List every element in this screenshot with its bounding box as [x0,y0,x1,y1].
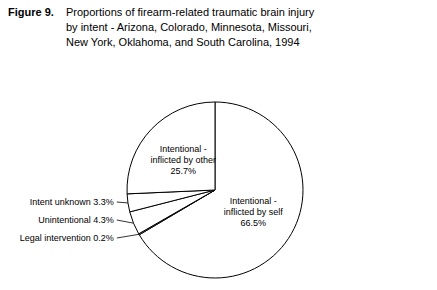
data-label: 0.2% [93,233,114,243]
slice-label: Intentional - [160,144,207,154]
slice-label: Intent unknown [30,197,94,207]
leader-line [117,220,134,223]
data-label: 4.3% [93,215,114,225]
pie [127,102,303,278]
chart: Figure 9. Proportions of firearm-related … [0,0,437,290]
leader-line [117,234,139,238]
slice-label: inflicted by self [224,207,284,217]
slice-label: Legal intervention [20,233,94,243]
external-label: Intent unknown 3.3% [30,197,114,207]
data-label: 3.3% [93,197,114,207]
pie-slice [127,102,215,194]
subtitle-line: Proportions of firearm-related traumatic… [66,6,315,18]
subtitle-line: New York, Oklahoma, and South Carolina, … [66,36,300,48]
external-label: Legal intervention 0.2% [20,233,114,243]
data-label: 25.7% [170,166,196,176]
slice-label: Intentional - [230,196,277,206]
slice-label: inflicted by other [150,155,216,165]
subtitle: Proportions of firearm-related traumatic… [66,6,315,48]
data-label: 66.5% [240,218,266,228]
slice-label: Unintentional [38,215,93,225]
subtitle-line: by intent - Arizona, Colorado, Minnesota… [66,21,312,33]
leader-line [117,202,128,204]
title: Figure 9. [8,6,54,18]
external-label: Unintentional 4.3% [38,215,114,225]
